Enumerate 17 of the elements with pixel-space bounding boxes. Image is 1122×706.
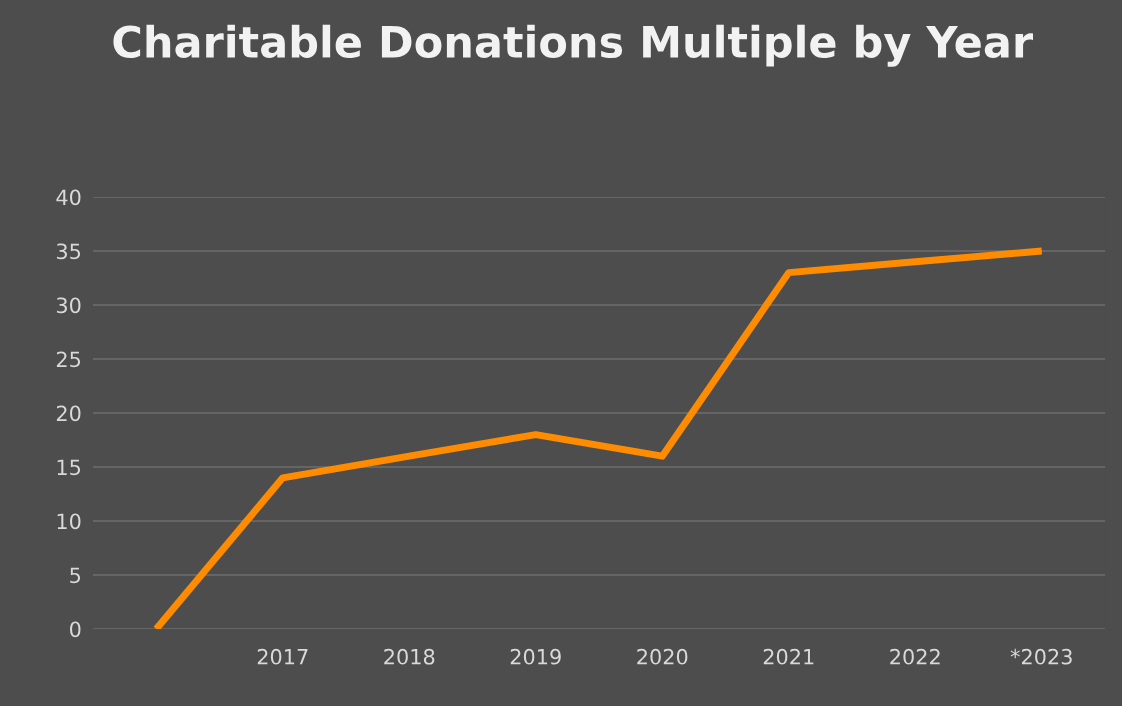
x-tick-label: 2017 xyxy=(257,648,308,665)
y-tick-label: 40 xyxy=(56,189,81,206)
y-tick-label: 15 xyxy=(57,459,81,476)
y-tick-label: 10 xyxy=(57,513,81,530)
y-tick-label: 20 xyxy=(56,405,81,422)
chart-title: Charitable Donations Multiple by Year xyxy=(113,24,1034,67)
y-tick-label: 35 xyxy=(56,243,81,260)
x-tick-label: 2019 xyxy=(510,648,561,665)
y-tick-label: 30 xyxy=(56,297,81,314)
x-tick-label: 2020 xyxy=(637,648,688,665)
y-tick-label: 5 xyxy=(70,567,81,584)
y-tick-label: 25 xyxy=(56,351,81,368)
x-tick-label: 2021 xyxy=(763,648,814,665)
x-tick-label: 2018 xyxy=(384,648,435,665)
x-tick-label: *2023 xyxy=(1010,648,1072,665)
x-tick-label: 2022 xyxy=(890,648,940,665)
y-tick-label: 0 xyxy=(70,621,81,638)
